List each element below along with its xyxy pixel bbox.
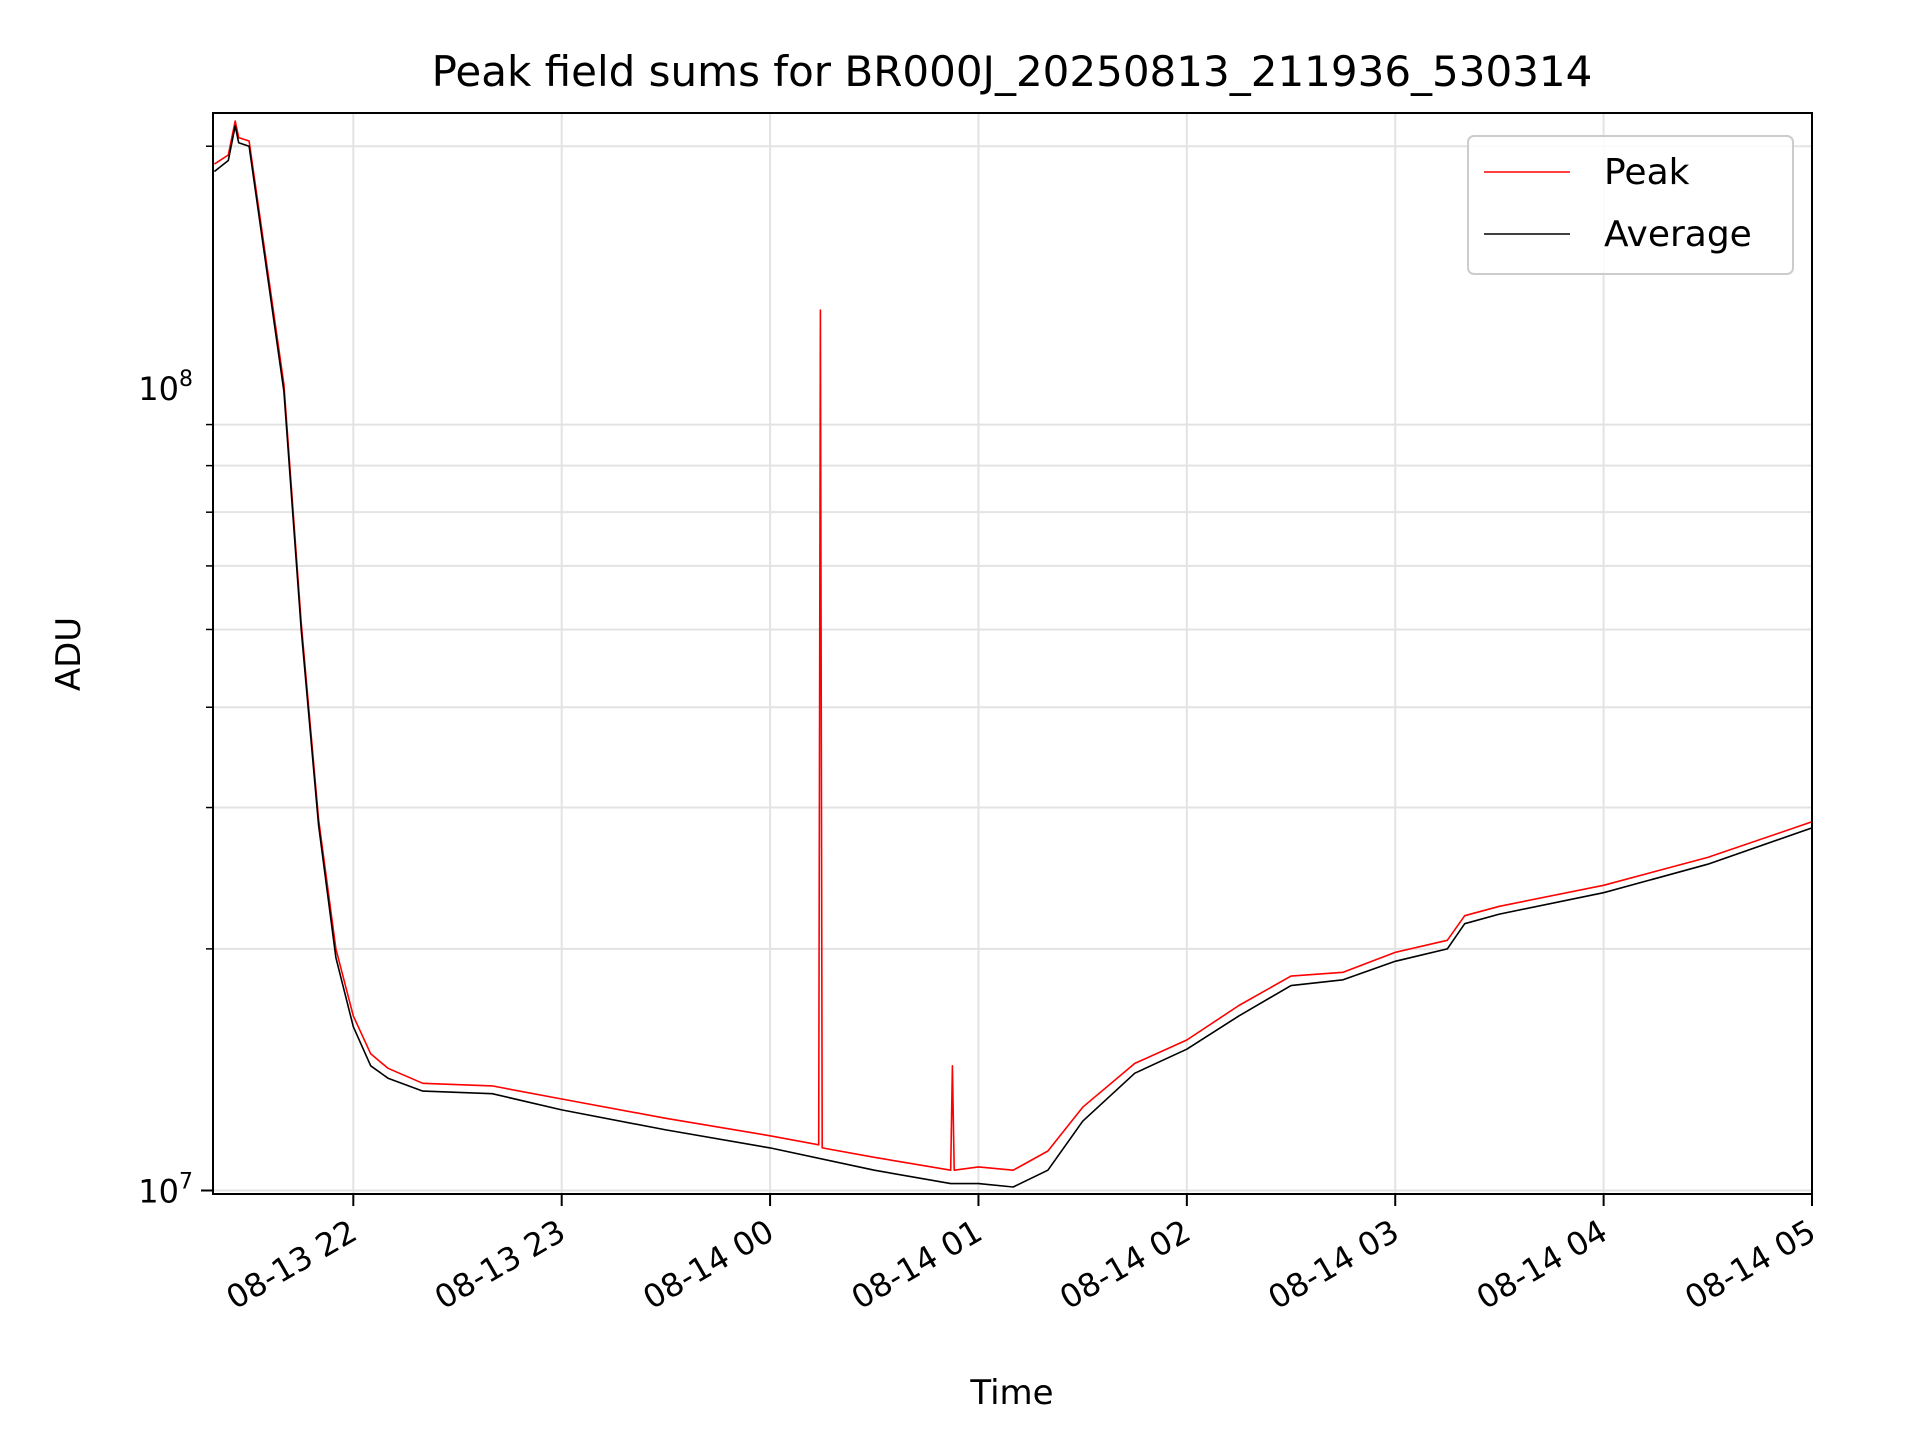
y-axis: 107 108 — [138, 145, 213, 1210]
y-tick-label: 108 — [138, 367, 193, 408]
series-line-average — [213, 125, 1813, 1188]
legend-box — [1467, 135, 1794, 275]
x-axis-title: Time — [969, 1373, 1053, 1413]
y-axis-title: ADU — [49, 617, 89, 691]
legend: Peak Average — [1467, 135, 1794, 275]
y-tick-label: 107 — [138, 1169, 193, 1210]
plot-frame — [212, 112, 1813, 1195]
plot-lines — [213, 120, 1813, 1188]
legend-label-peak: Peak — [1604, 152, 1690, 193]
chart-title: Peak field sums for BR000J_20250813_2119… — [432, 47, 1593, 96]
legend-label-average: Average — [1604, 214, 1752, 255]
